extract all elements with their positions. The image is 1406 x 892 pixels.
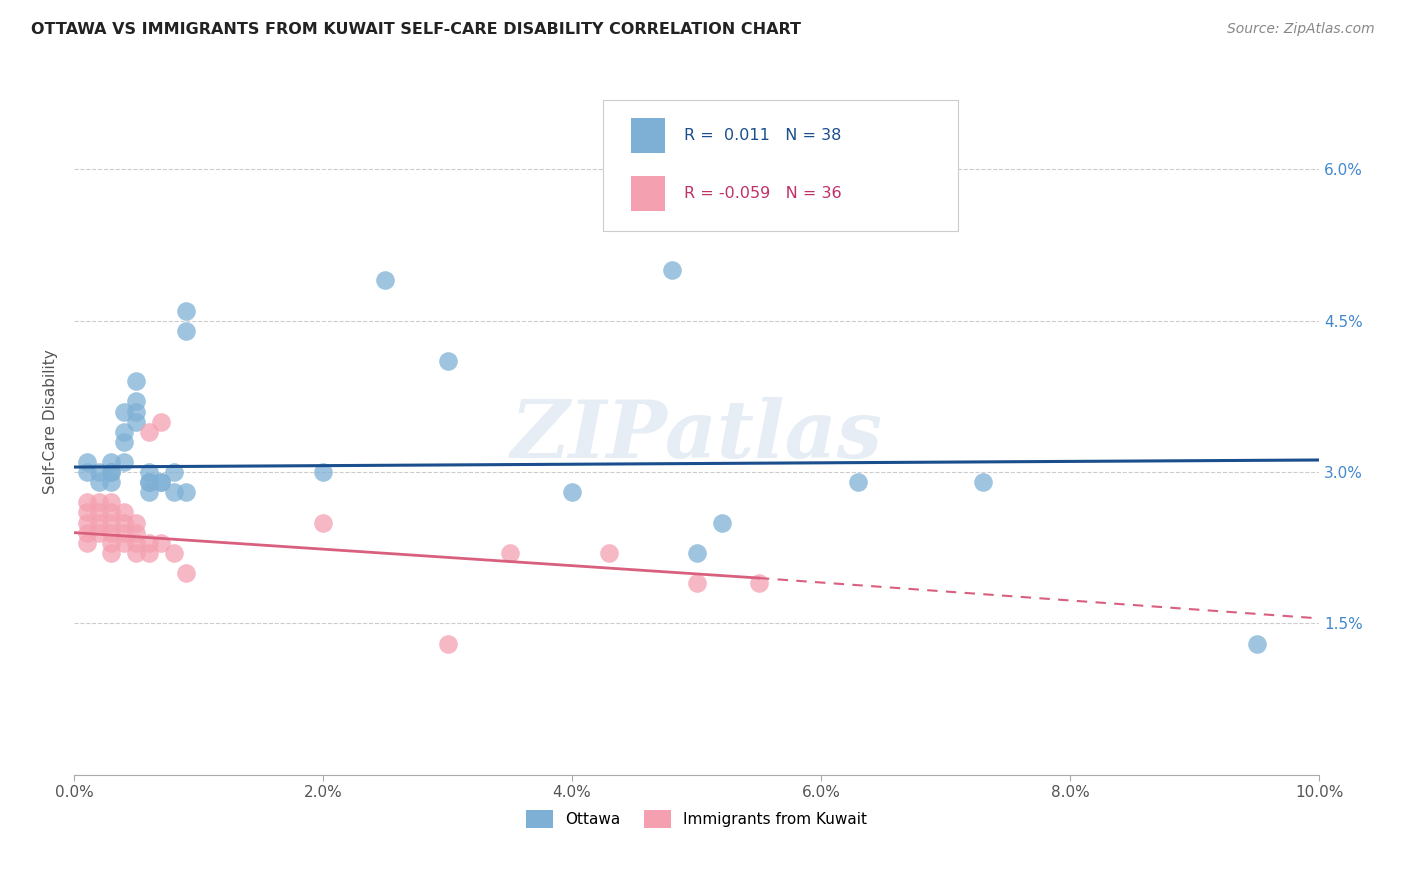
Point <box>150 475 173 490</box>
Text: OTTAWA VS IMMIGRANTS FROM KUWAIT SELF-CARE DISABILITY CORRELATION CHART: OTTAWA VS IMMIGRANTS FROM KUWAIT SELF-CA… <box>31 22 801 37</box>
Point <box>138 475 160 490</box>
Point <box>112 525 135 540</box>
Point <box>100 475 122 490</box>
Point <box>312 516 335 530</box>
Point <box>125 516 148 530</box>
Bar <box>631 118 665 153</box>
FancyBboxPatch shape <box>603 100 957 231</box>
Point <box>76 506 98 520</box>
Point <box>685 546 707 560</box>
Point <box>112 455 135 469</box>
Point <box>87 516 110 530</box>
Y-axis label: Self-Care Disability: Self-Care Disability <box>44 350 58 494</box>
Point <box>76 455 98 469</box>
Point <box>112 404 135 418</box>
Point <box>748 576 770 591</box>
Point <box>125 525 148 540</box>
Point <box>100 546 122 560</box>
Point <box>150 415 173 429</box>
Point <box>87 506 110 520</box>
Point <box>112 535 135 549</box>
Point <box>499 546 522 560</box>
Point <box>87 495 110 509</box>
Point <box>112 516 135 530</box>
Point <box>76 525 98 540</box>
Point <box>150 535 173 549</box>
Point <box>848 475 870 490</box>
Point <box>100 525 122 540</box>
Point <box>685 576 707 591</box>
Text: R =  0.011   N = 38: R = 0.011 N = 38 <box>685 128 842 143</box>
Point <box>125 415 148 429</box>
Point <box>125 394 148 409</box>
Point <box>87 525 110 540</box>
Point <box>910 193 932 207</box>
Point <box>972 475 994 490</box>
Point <box>561 485 583 500</box>
Point <box>163 465 186 479</box>
Point <box>112 506 135 520</box>
Point <box>100 535 122 549</box>
Point <box>174 303 197 318</box>
Point <box>100 506 122 520</box>
Point <box>112 434 135 449</box>
Point <box>436 354 458 368</box>
Point <box>150 475 173 490</box>
Point <box>100 495 122 509</box>
Point <box>100 516 122 530</box>
Point <box>174 485 197 500</box>
Point <box>436 637 458 651</box>
Point <box>125 404 148 418</box>
Text: R = -0.059   N = 36: R = -0.059 N = 36 <box>685 186 842 201</box>
Point <box>138 546 160 560</box>
Point <box>76 465 98 479</box>
Point <box>112 425 135 439</box>
Point <box>87 475 110 490</box>
Point <box>125 374 148 388</box>
Point <box>125 546 148 560</box>
Point <box>374 273 396 287</box>
Text: ZIPatlas: ZIPatlas <box>510 397 883 475</box>
Point <box>138 465 160 479</box>
Point <box>598 546 620 560</box>
Point <box>125 535 148 549</box>
Point <box>710 516 733 530</box>
Point <box>138 535 160 549</box>
Point <box>174 566 197 580</box>
Text: Source: ZipAtlas.com: Source: ZipAtlas.com <box>1227 22 1375 37</box>
Point <box>1246 637 1268 651</box>
Point <box>163 485 186 500</box>
Point <box>76 495 98 509</box>
Point <box>138 485 160 500</box>
Point <box>76 535 98 549</box>
Bar <box>631 176 665 211</box>
Point <box>163 546 186 560</box>
Point <box>100 465 122 479</box>
Point <box>100 455 122 469</box>
Legend: Ottawa, Immigrants from Kuwait: Ottawa, Immigrants from Kuwait <box>520 805 873 834</box>
Point <box>138 475 160 490</box>
Point <box>174 324 197 338</box>
Point <box>76 516 98 530</box>
Point <box>661 263 683 277</box>
Point <box>100 465 122 479</box>
Point <box>87 465 110 479</box>
Point <box>312 465 335 479</box>
Point <box>138 425 160 439</box>
